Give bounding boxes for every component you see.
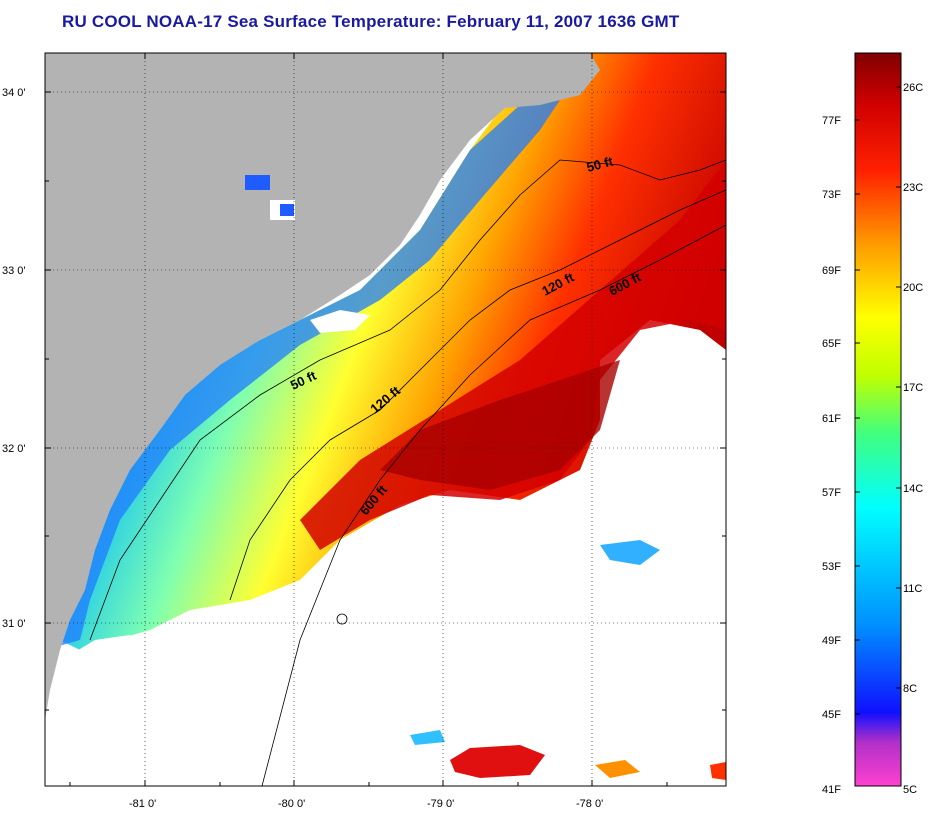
colorbar-f-label: 61F xyxy=(822,413,841,425)
contour-120ft xyxy=(229,189,726,601)
colorbar-f-label: 41F xyxy=(822,784,841,796)
colorbar-ticks xyxy=(855,86,901,715)
colorbar-c-label: 26C xyxy=(903,82,923,94)
lat-tick-label: 32 0' xyxy=(2,443,26,455)
colorbar-c-label: 20C xyxy=(903,282,923,294)
map-border xyxy=(44,52,727,787)
colorbar-c-label: 11C xyxy=(903,583,922,595)
colorbar-f-label: 73F xyxy=(822,189,841,201)
colorbar-f-label: 49F xyxy=(822,635,841,647)
sst-field xyxy=(60,53,726,650)
map-area: 50 ft 120 ft 600 ft 50 ft 120 ft 600 ft xyxy=(45,53,726,786)
colorbar xyxy=(855,53,901,786)
lon-tick-label: -80 0' xyxy=(278,798,305,810)
lat-tick-label: 33 0' xyxy=(2,265,26,277)
contour-50ft xyxy=(89,159,726,641)
colorbar-f-label: 57F xyxy=(822,487,841,499)
colorbar-c-label: 5C xyxy=(903,784,917,796)
lat-tick-label: 31 0' xyxy=(2,618,26,630)
colorbar-c-label: 14C xyxy=(903,483,923,495)
colorbar-f-label: 77F xyxy=(822,115,841,127)
colorbar-f-label: 53F xyxy=(822,561,841,573)
colorbar-c-label: 17C xyxy=(903,382,923,394)
land-mass xyxy=(45,53,600,720)
map-title: RU COOL NOAA-17 Sea Surface Temperature:… xyxy=(62,12,680,31)
contour-600ft xyxy=(261,224,726,786)
colorbar-c-label: 8C xyxy=(903,683,917,695)
contour-label: 50 ft xyxy=(585,153,615,175)
colorbar-c-label: 23C xyxy=(903,182,923,194)
gulf-stream-core xyxy=(380,360,620,490)
colorbar-f-label: 65F xyxy=(822,338,841,350)
lon-tick-label: -79 0' xyxy=(427,798,454,810)
lat-tick-label: 34 0' xyxy=(2,87,26,99)
lon-tick-label: -81 0' xyxy=(129,798,156,810)
offshore-warm-patch xyxy=(450,745,545,778)
graticule xyxy=(45,53,726,786)
nearshore-cold-band xyxy=(45,100,560,650)
lon-tick-label: -78 0' xyxy=(576,798,603,810)
colorbar-f-label: 69F xyxy=(822,265,841,277)
colorbar-f-label: 45F xyxy=(822,709,841,721)
